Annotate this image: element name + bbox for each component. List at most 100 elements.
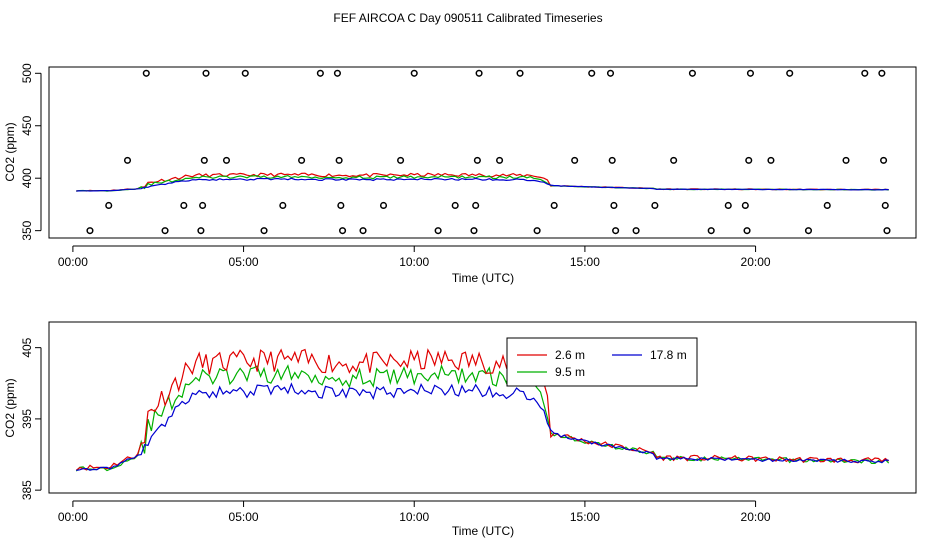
scatter-point bbox=[804, 227, 813, 235]
bottom-y-axis-label: CO2 (ppm) bbox=[3, 378, 17, 437]
bottom-x-tick-label: 20:00 bbox=[741, 510, 771, 524]
scatter-point bbox=[222, 156, 231, 164]
scatter-point bbox=[316, 69, 324, 77]
top-scatter-points bbox=[86, 69, 891, 235]
top-y-tick-label: 400 bbox=[20, 168, 34, 188]
top-y-tick-label: 500 bbox=[20, 63, 34, 83]
scatter-point bbox=[202, 69, 210, 77]
scatter-point bbox=[786, 69, 794, 77]
bottom-x-axis: 00:00 05:00 10:00 15:00 20:00 bbox=[58, 500, 771, 524]
top-x-tick-label: 20:00 bbox=[741, 255, 771, 269]
top-x-axis: 00:00 05:00 10:00 15:00 20:00 bbox=[58, 245, 771, 269]
legend: 2.6 m 17.8 m 9.5 m bbox=[506, 337, 698, 387]
bottom-x-tick-label: 00:00 bbox=[58, 510, 88, 524]
scatter-point bbox=[359, 227, 367, 235]
scatter-point bbox=[745, 156, 753, 164]
scatter-point bbox=[670, 156, 678, 164]
scatter-point bbox=[550, 201, 558, 210]
scatter-point bbox=[880, 156, 888, 164]
legend-label-9-5m: 9.5 m bbox=[555, 365, 585, 379]
top-x-axis-label: Time (UTC) bbox=[452, 271, 514, 285]
scatter-point bbox=[197, 227, 205, 235]
bottom-plot-frame bbox=[48, 321, 917, 494]
bottom-x-tick-label: 15:00 bbox=[570, 510, 600, 524]
scatter-point bbox=[606, 69, 615, 77]
scatter-point bbox=[724, 201, 732, 210]
top-line-17-8m bbox=[76, 177, 889, 192]
bottom-x-axis-label: Time (UTC) bbox=[452, 524, 514, 538]
bottom-line-17-8m bbox=[76, 382, 889, 471]
scatter-point bbox=[142, 69, 150, 77]
top-series-lines bbox=[76, 172, 889, 192]
bottom-line-9-5m bbox=[75, 364, 890, 472]
scatter-point bbox=[379, 201, 388, 210]
top-x-tick-label: 05:00 bbox=[229, 255, 259, 269]
scatter-point bbox=[200, 156, 208, 164]
bottom-y-tick-label: 385 bbox=[20, 480, 34, 500]
scatter-point bbox=[335, 156, 343, 164]
scatter-point bbox=[473, 156, 481, 164]
scatter-point bbox=[199, 201, 207, 210]
scatter-point bbox=[883, 227, 891, 235]
bottom-x-tick-label: 05:00 bbox=[229, 510, 259, 524]
scatter-point bbox=[743, 227, 751, 235]
scatter-point bbox=[861, 69, 869, 77]
scatter-point bbox=[161, 227, 169, 235]
top-y-axis: 350 400 450 500 bbox=[20, 63, 42, 241]
top-y-tick-label: 350 bbox=[20, 220, 34, 240]
scatter-point bbox=[608, 156, 616, 164]
scatter-point bbox=[707, 227, 715, 235]
scatter-point bbox=[472, 201, 480, 210]
scatter-point bbox=[878, 69, 886, 77]
top-x-tick-label: 10:00 bbox=[399, 255, 429, 269]
top-y-axis-label: CO2 (ppm) bbox=[3, 122, 17, 181]
top-y-tick-label: 450 bbox=[20, 115, 34, 135]
scatter-point bbox=[612, 227, 620, 235]
scatter-point bbox=[881, 201, 889, 210]
scatter-point bbox=[298, 156, 306, 164]
scatter-point bbox=[397, 156, 405, 164]
scatter-point bbox=[260, 227, 268, 235]
scatter-point bbox=[516, 69, 524, 77]
bottom-line-2-6m bbox=[75, 348, 890, 471]
scatter-point bbox=[496, 156, 504, 164]
scatter-point bbox=[105, 201, 113, 210]
scatter-point bbox=[741, 201, 749, 210]
scatter-point bbox=[333, 69, 341, 77]
scatter-point bbox=[746, 69, 755, 77]
figure-title: FEF AIRCOA C Day 090511 Calibrated Times… bbox=[333, 11, 602, 25]
scatter-point bbox=[279, 201, 287, 210]
top-line-9-5m bbox=[76, 174, 889, 192]
legend-box bbox=[506, 337, 698, 387]
bottom-y-tick-label: 405 bbox=[20, 337, 34, 357]
top-x-tick-label: 15:00 bbox=[570, 255, 600, 269]
legend-label-17-8m: 17.8 m bbox=[650, 348, 687, 362]
scatter-point bbox=[86, 227, 94, 235]
bottom-x-tick-label: 10:00 bbox=[399, 510, 429, 524]
scatter-point bbox=[410, 69, 418, 77]
top-x-tick-label: 00:00 bbox=[58, 255, 88, 269]
scatter-point bbox=[632, 227, 640, 235]
bottom-panel: 00:00 05:00 10:00 15:00 20:00 385 395 405 Time… bbox=[3, 321, 917, 538]
scatter-point bbox=[688, 69, 696, 77]
bottom-y-tick-label: 395 bbox=[20, 409, 34, 429]
bottom-series-lines bbox=[75, 348, 890, 472]
top-plot-frame bbox=[48, 66, 917, 239]
scatter-point bbox=[180, 201, 188, 210]
scatter-point bbox=[470, 227, 478, 235]
scatter-point bbox=[339, 227, 347, 235]
legend-label-2-6m: 2.6 m bbox=[555, 348, 585, 362]
scatter-point bbox=[475, 69, 483, 77]
scatter-point bbox=[533, 227, 541, 235]
bottom-y-axis: 385 395 405 bbox=[20, 337, 42, 500]
scatter-point bbox=[823, 201, 831, 210]
scatter-point bbox=[571, 156, 579, 164]
scatter-point bbox=[842, 156, 850, 164]
scatter-point bbox=[241, 69, 249, 77]
scatter-point bbox=[434, 227, 442, 235]
scatter-point bbox=[123, 156, 132, 164]
scatter-point bbox=[451, 201, 459, 210]
scatter-point bbox=[767, 156, 775, 164]
scatter-point bbox=[337, 201, 345, 210]
